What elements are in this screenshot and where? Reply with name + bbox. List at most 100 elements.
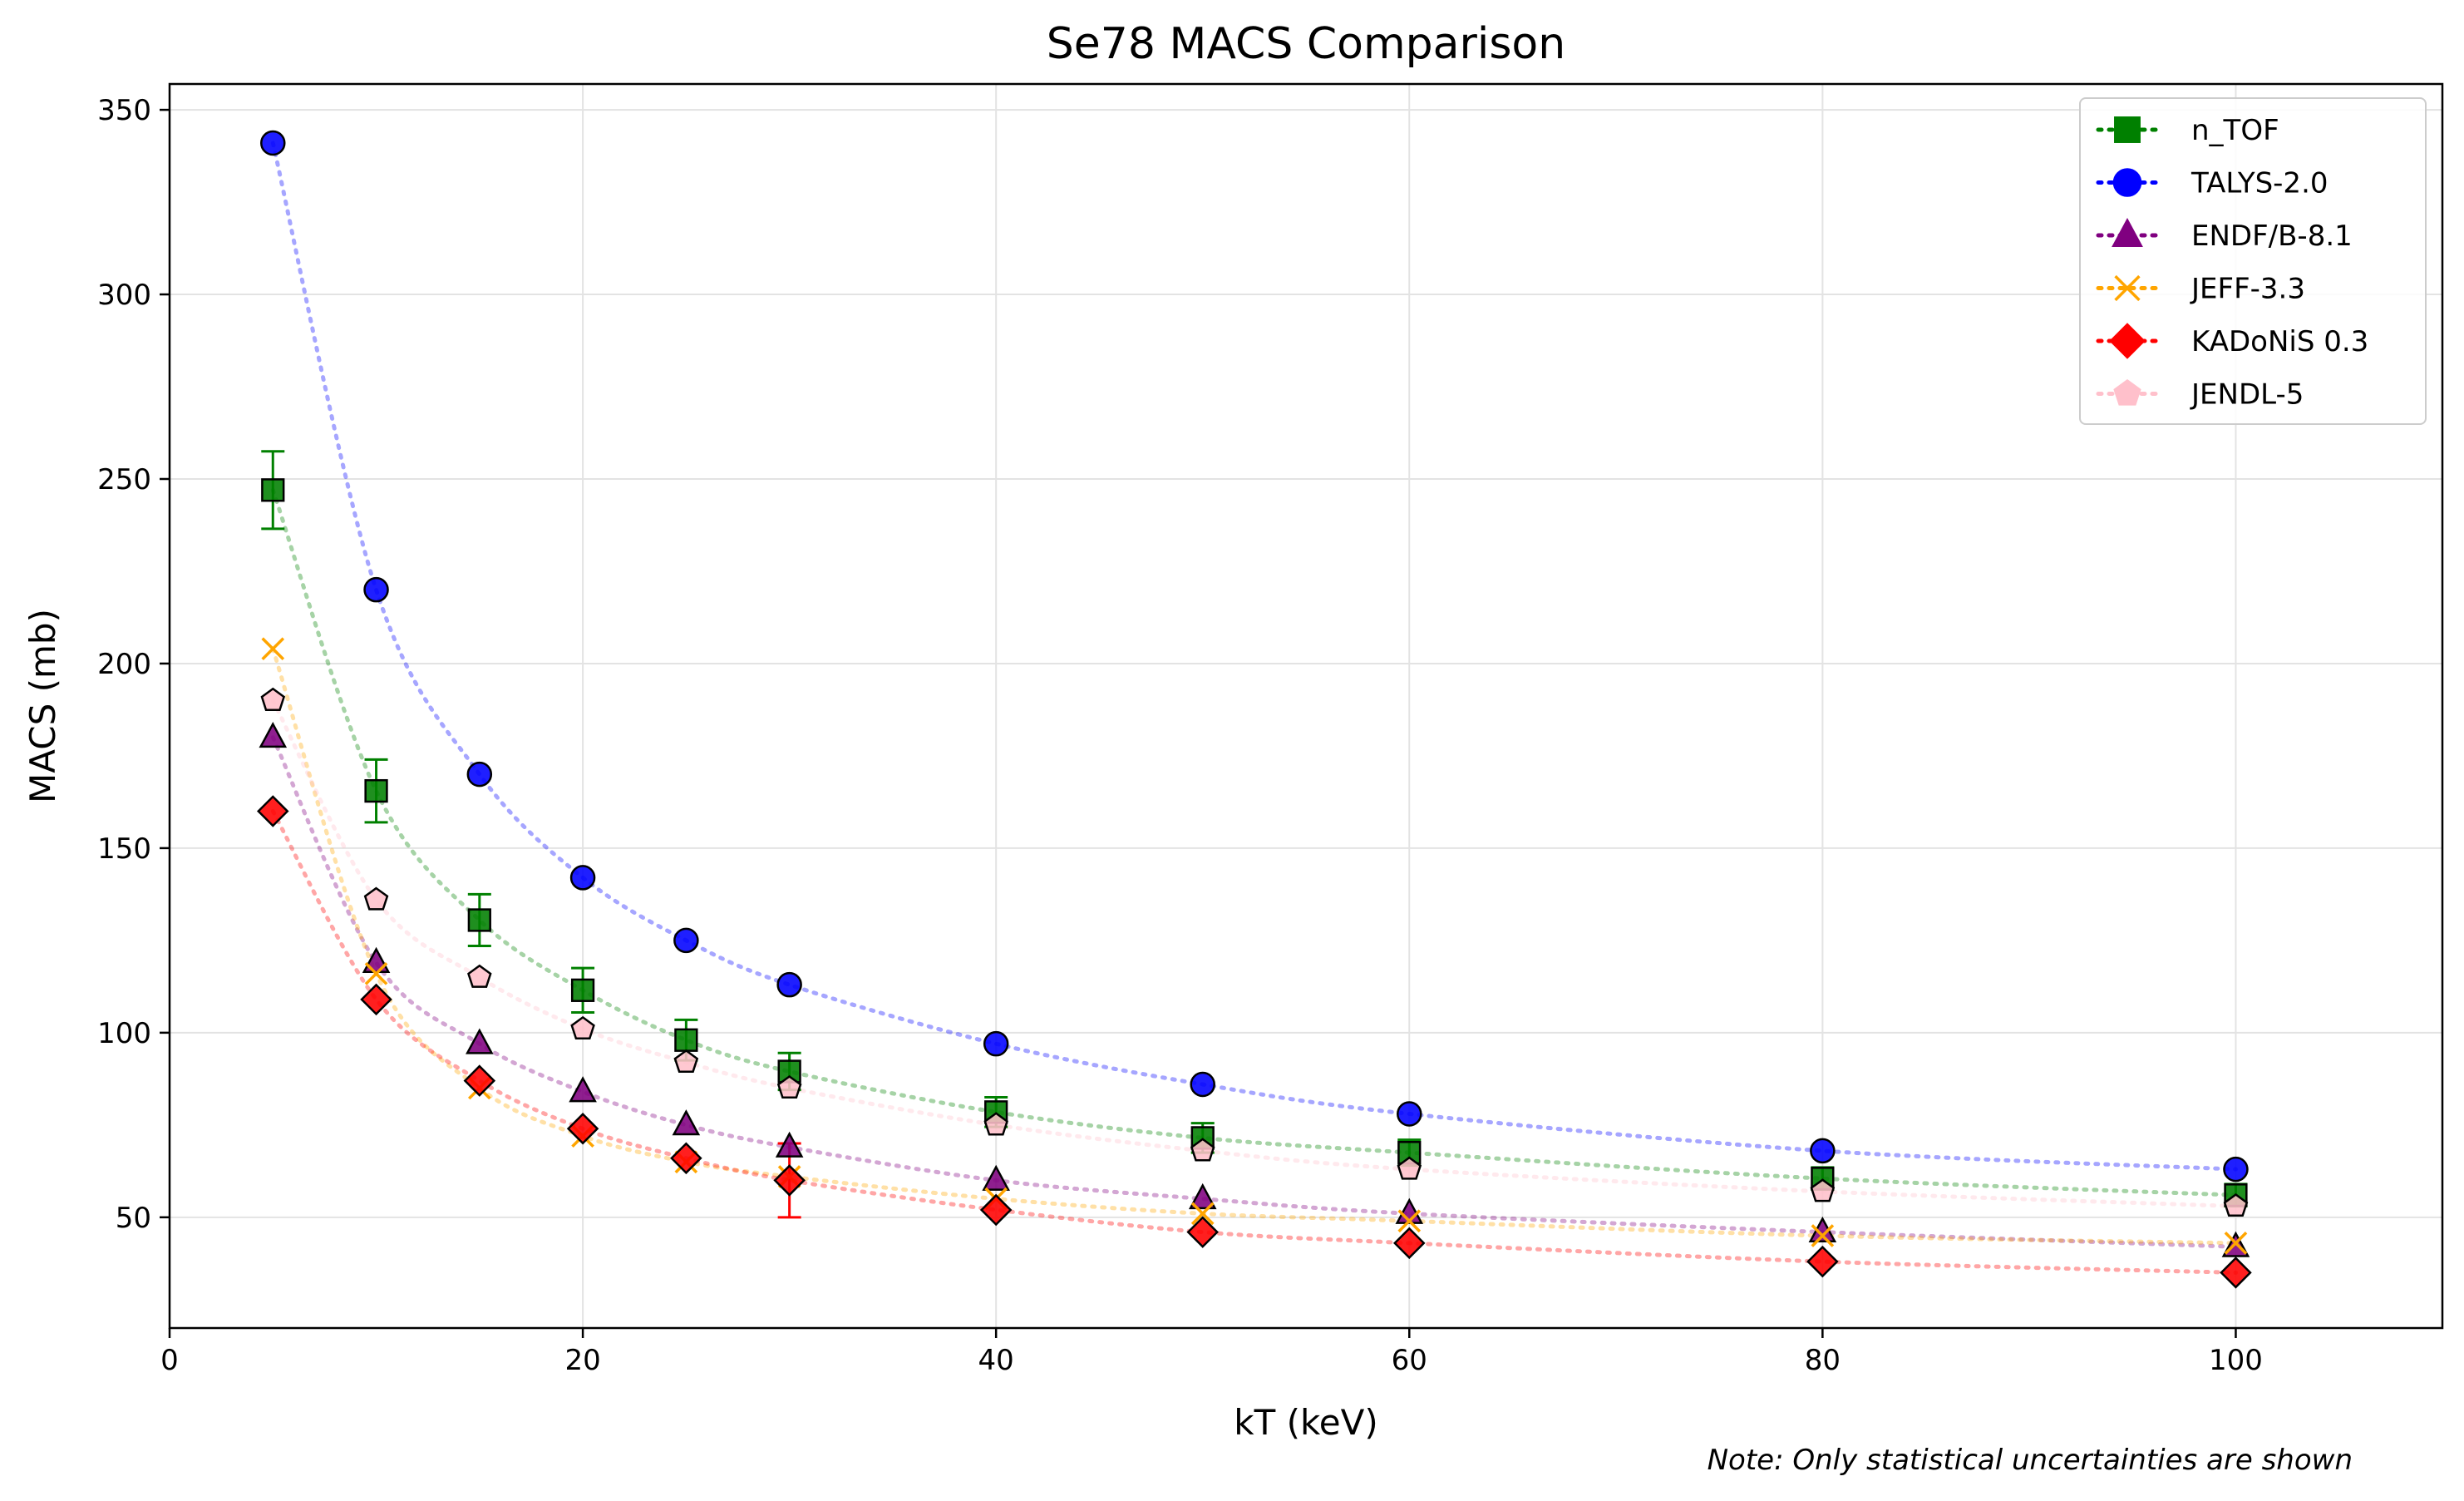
legend-label: TALYS-2.0 (2190, 167, 2328, 200)
plot-frame (168, 82, 2444, 1330)
data-point (776, 971, 802, 998)
data-point (674, 1028, 698, 1052)
legend-label: JENDL-5 (2190, 378, 2304, 412)
y-tick-label: 200 (97, 648, 151, 681)
data-point (363, 576, 389, 603)
data-point (1810, 1138, 1836, 1164)
data-point (364, 778, 388, 803)
data-point (260, 130, 286, 156)
legend-label: KADoNiS 0.3 (2191, 325, 2368, 358)
y-tick-label: 100 (97, 1017, 151, 1050)
y-tick-label: 50 (116, 1202, 151, 1235)
x-tick-label: 0 (160, 1344, 179, 1377)
x-marker-stroke (1397, 1209, 1422, 1233)
data-point (570, 1015, 595, 1040)
legend-entry: JENDL-5 (2096, 378, 2304, 412)
legend-label: JEFF-3.3 (2190, 273, 2305, 306)
data-point (1190, 1071, 1215, 1098)
data-point (983, 1030, 1009, 1057)
legend-label: n_TOF (2191, 114, 2279, 147)
data-point (1397, 1209, 1422, 1233)
data-point (673, 1049, 699, 1073)
data-point (982, 1164, 1010, 1191)
data-point (773, 1164, 806, 1197)
legend-marker (2109, 323, 2146, 359)
y-tick-label: 300 (97, 279, 151, 312)
data-point (979, 1193, 1013, 1227)
data-point (566, 1113, 599, 1145)
x-tick-label: 60 (1392, 1344, 1427, 1377)
grid (169, 84, 2442, 1328)
x-marker-stroke (1811, 1224, 1835, 1247)
data-point (466, 1028, 494, 1054)
data-point (1186, 1216, 1219, 1248)
data-point (364, 962, 388, 985)
data-point (670, 1142, 702, 1175)
data-point (1397, 1101, 1422, 1127)
fit-curve-kadonis-0-3 (270, 809, 2238, 1275)
data-point (467, 964, 492, 988)
data-point (2223, 1192, 2249, 1217)
legend-entry: JEFF-3.3 (2096, 273, 2305, 306)
data-point (463, 1064, 496, 1097)
x-marker-stroke (2114, 274, 2141, 302)
x-marker-stroke (364, 962, 388, 985)
uncertainty-note: Note: Only statistical uncertainties are… (1708, 1444, 2353, 1477)
legend-entry: KADoNiS 0.3 (2096, 323, 2368, 359)
y-tick-label: 150 (97, 832, 151, 866)
x-tick-label: 80 (1805, 1344, 1841, 1377)
data-point (360, 983, 392, 1016)
x-marker-stroke (261, 637, 285, 661)
axes: 0 20 40 60 80 100 50 100 150 200 250 300 350 (97, 94, 2263, 1377)
fit-curve-jeff-3-3 (270, 646, 2238, 1246)
legend-entry: ENDF/B-8.1 (2096, 217, 2353, 253)
y-tick-label: 250 (97, 463, 151, 496)
data-point (775, 1131, 804, 1158)
y-axis-label: MACS (mb) (22, 609, 63, 803)
data-point (2224, 1232, 2248, 1255)
x-marker-stroke (2224, 1232, 2248, 1255)
x-tick-label: 100 (2209, 1344, 2263, 1377)
x-marker-stroke (1190, 1202, 1215, 1226)
data-point (466, 761, 493, 788)
data-point (259, 721, 288, 748)
fit-curve-endf-b-8-1 (270, 735, 2238, 1249)
data-point (1188, 1183, 1217, 1210)
legend-marker (2113, 378, 2141, 406)
data-point (467, 908, 491, 932)
data-point (363, 886, 389, 911)
data-point (2220, 1257, 2252, 1289)
legend-marker (2112, 217, 2143, 248)
legend-box (2079, 97, 2427, 425)
data-point (1393, 1227, 1426, 1260)
data-point (569, 865, 596, 891)
data-point (983, 1112, 1008, 1136)
data-point (1806, 1245, 1839, 1278)
data-point (261, 478, 285, 502)
data-point (260, 687, 286, 711)
x-axis-label: kT (keV) (1234, 1402, 1378, 1443)
data-point (570, 978, 595, 1002)
plot-area (257, 130, 2252, 1289)
data-point (776, 1074, 802, 1099)
fit-curve-talys-2-0 (270, 141, 2238, 1172)
y-tick-label: 350 (97, 94, 151, 127)
data-point (1190, 1138, 1215, 1162)
data-point (2223, 1156, 2249, 1183)
data-point (1397, 1156, 1422, 1180)
data-point (1810, 1178, 1836, 1202)
x-tick-label: 40 (978, 1344, 1014, 1377)
data-point (1811, 1224, 1835, 1247)
chart-title: Se78 MACS Comparison (1047, 19, 1565, 69)
x-tick-label: 20 (564, 1344, 600, 1377)
legend-marker (2114, 274, 2141, 302)
legend-marker (2112, 168, 2142, 197)
legend-entry: n_TOF (2096, 114, 2279, 147)
data-point (1190, 1202, 1215, 1226)
legend: n_TOF TALYS-2.0 ENDF/B-8.1 JEFF-3.3 KADoNiS … (2079, 97, 2427, 425)
data-point (257, 795, 289, 827)
data-point (261, 637, 285, 661)
fit-curve-jendl-5 (270, 698, 2238, 1208)
